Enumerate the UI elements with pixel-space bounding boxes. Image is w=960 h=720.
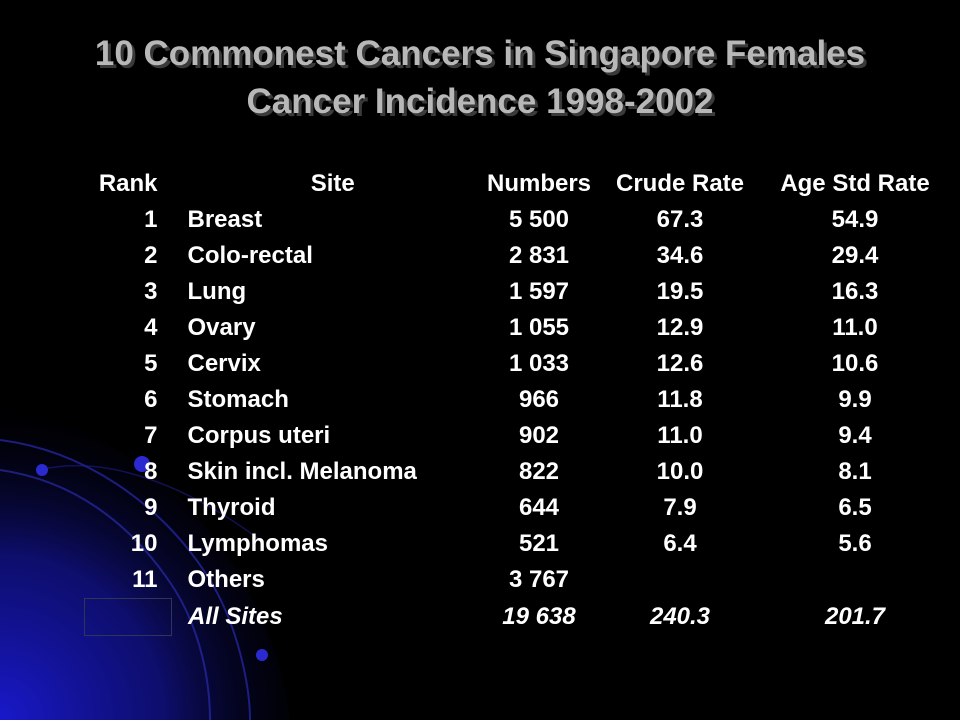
- cell-age-std-rate: 6.5: [838, 494, 872, 521]
- cancer-incidence-table: Rank Site Numbers Crude Rate Age Std Rat…: [84, 166, 951, 636]
- cell-site: Ovary: [187, 314, 256, 341]
- cell-crude-rate: 12.9: [656, 314, 704, 341]
- cell-numbers: 966: [518, 386, 560, 413]
- cell-age-std-rate: 9.4: [838, 422, 872, 449]
- cell-rank: 10: [130, 530, 158, 557]
- table-row: 10 Lymphomas 521 6.4 5.6: [85, 526, 951, 562]
- cell-crude-rate: 34.6: [656, 242, 704, 269]
- cell-numbers: 3 767: [508, 566, 570, 594]
- header-site: Site: [310, 170, 355, 197]
- cell-numbers: 521: [518, 530, 560, 557]
- cell-rank: 6: [144, 386, 158, 413]
- table-row: 11 Others 3 767: [85, 562, 951, 599]
- cell-rank: 2: [144, 242, 158, 269]
- cell-age-std-rate: 201.7: [824, 603, 886, 630]
- cell-site: Breast: [187, 206, 263, 233]
- cell-crude-rate: 12.6: [656, 350, 704, 377]
- cell-crude-rate: 10.0: [656, 458, 704, 485]
- cell-numbers: 2 831: [508, 242, 570, 269]
- header-age-std-rate: Age Std Rate: [780, 170, 930, 197]
- cell-crude-rate: 11.8: [657, 386, 703, 413]
- swirl-dot: [256, 649, 268, 661]
- table-row: 9 Thyroid 644 7.9 6.5: [85, 490, 951, 526]
- slide-title: 10 Commonest Cancers in Singapore Female…: [0, 30, 960, 126]
- cell-site: Others: [187, 566, 265, 594]
- cell-age-std-rate: 54.9: [831, 206, 879, 233]
- header-crude-rate: Crude Rate: [615, 170, 745, 197]
- title-line-1: 10 Commonest Cancers in Singapore Female…: [94, 34, 866, 73]
- cell-crude-rate: 7.9: [663, 494, 697, 521]
- cell-rank: [84, 598, 172, 636]
- cell-age-std-rate: 11.0: [832, 314, 878, 341]
- cell-crude-rate: 19.5: [656, 278, 704, 305]
- cell-numbers: 5 500: [508, 206, 570, 233]
- table-row: 8 Skin incl. Melanoma 822 10.0 8.1: [85, 454, 951, 490]
- cell-rank: 9: [144, 494, 158, 521]
- cell-age-std-rate: 10.6: [831, 350, 879, 377]
- cell-age-std-rate: 8.1: [838, 458, 872, 485]
- cell-numbers: 19 638: [502, 603, 576, 630]
- cell-numbers: 1 597: [508, 278, 570, 305]
- cell-site: Thyroid: [187, 494, 276, 521]
- cell-rank: 11: [132, 566, 158, 593]
- cell-crude-rate: [600, 562, 760, 599]
- swirl-dot: [36, 464, 48, 476]
- table-row: 3 Lung 1 597 19.5 16.3: [85, 274, 951, 310]
- cell-crude-rate: 67.3: [656, 206, 704, 233]
- cell-site: Stomach: [187, 386, 289, 413]
- cell-crude-rate: 240.3: [649, 603, 711, 630]
- cell-numbers: 822: [518, 458, 560, 485]
- cell-age-std-rate: 5.6: [838, 530, 872, 557]
- cell-site: Cervix: [187, 350, 261, 377]
- cell-site: Skin incl. Melanoma: [187, 458, 417, 485]
- table-total-row: All Sites 19 638 240.3 201.7: [84, 598, 951, 636]
- cell-rank: 5: [144, 350, 158, 377]
- table-row: 2 Colo-rectal 2 831 34.6 29.4: [85, 238, 951, 274]
- cell-numbers: 644: [518, 494, 560, 521]
- cell-crude-rate: 11.0: [657, 422, 703, 449]
- cell-rank: 7: [144, 422, 158, 449]
- cell-rank: 8: [144, 458, 158, 485]
- table-header-row: Rank Site Numbers Crude Rate Age Std Rat…: [85, 166, 951, 202]
- cell-site: Lymphomas: [187, 530, 328, 557]
- cell-crude-rate: 6.4: [663, 530, 697, 557]
- table-row: 5 Cervix 1 033 12.6 10.6: [85, 346, 951, 382]
- cell-rank: 4: [144, 314, 158, 341]
- table-row: 4 Ovary 1 055 12.9 11.0: [85, 310, 951, 346]
- table-row: 1 Breast 5 500 67.3 54.9: [85, 202, 951, 238]
- cell-numbers: 1 055: [508, 314, 570, 341]
- swirl-dot: [134, 456, 150, 472]
- header-numbers: Numbers: [486, 170, 592, 197]
- cell-rank: 1: [144, 206, 158, 233]
- cell-site: Lung: [187, 278, 247, 305]
- cell-rank: 3: [144, 278, 158, 305]
- cell-numbers: 902: [518, 422, 560, 449]
- cell-age-std-rate: 16.3: [831, 278, 879, 305]
- cell-age-std-rate: 29.4: [831, 242, 879, 269]
- table-row: 6 Stomach 966 11.8 9.9: [85, 382, 951, 418]
- cell-site: All Sites: [188, 603, 283, 630]
- header-rank: Rank: [98, 170, 158, 197]
- cell-site: Corpus uteri: [187, 422, 331, 449]
- cell-age-std-rate: 9.9: [838, 386, 872, 413]
- cell-age-std-rate: [760, 562, 950, 599]
- cell-site: Colo-rectal: [187, 242, 313, 269]
- title-line-2: Cancer Incidence 1998-2002: [246, 82, 714, 121]
- table-row: 7 Corpus uteri 902 11.0 9.4: [85, 418, 951, 454]
- cell-numbers: 1 033: [508, 350, 570, 377]
